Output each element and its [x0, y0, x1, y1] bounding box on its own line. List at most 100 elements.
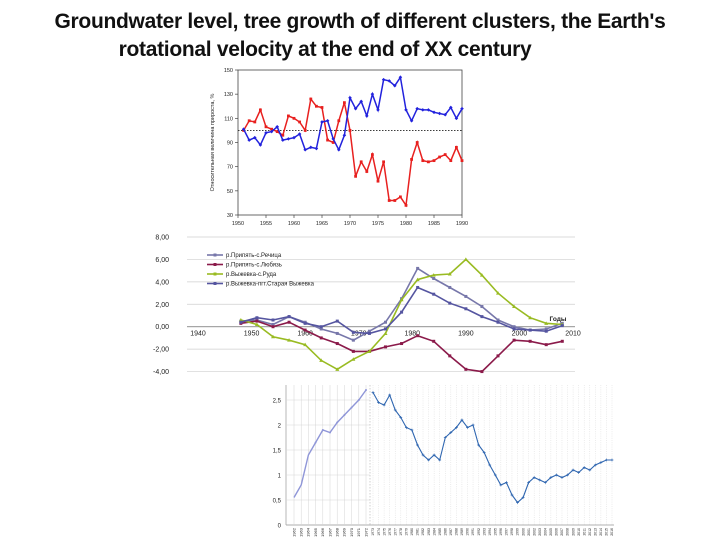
groundwater-series-2-point — [560, 339, 564, 343]
y-tick-label: 1,5 — [273, 449, 282, 455]
groundwater-series-4-point — [480, 315, 484, 319]
y-tick-label: 150 — [224, 68, 233, 74]
x-tick-label: 1990 — [466, 528, 470, 536]
groundwater-series-4-point — [351, 330, 355, 334]
x-tick-label: 1978 — [399, 528, 403, 536]
x-tick-label: 1979 — [405, 528, 409, 536]
red-growth-series-point — [270, 127, 273, 131]
groundwater-series-1-point — [448, 285, 452, 289]
x-tick-label: 1982 — [421, 528, 425, 536]
x-tick-label: 1962 — [291, 527, 296, 537]
groundwater-series-2-point — [271, 325, 275, 329]
x-tick-label: 1970 — [351, 331, 367, 338]
red-growth-series-point — [337, 119, 341, 123]
red-growth-series-point — [399, 195, 402, 199]
red-growth-series-point — [354, 174, 357, 178]
x-tick-label: 1970 — [349, 527, 354, 537]
rotation-late-point — [393, 408, 397, 412]
red-growth-series-point — [432, 159, 436, 163]
x-tick-label: 2012 — [588, 528, 592, 536]
x-tick-label: 1991 — [471, 528, 475, 536]
groundwater-series-2-point — [480, 370, 484, 374]
red-growth-series-point — [427, 160, 430, 164]
groundwater-series-1-point — [512, 325, 516, 329]
rotation-late-point — [466, 426, 469, 429]
x-tick-label: 1968 — [335, 527, 340, 537]
groundwater-series-4-point — [287, 315, 291, 319]
rotation-early-point — [329, 431, 331, 434]
groundwater-series-4-point — [560, 324, 564, 328]
y-tick-label: 130 — [224, 92, 233, 98]
blue-growth-series-point — [449, 105, 453, 110]
x-tick-label: 1940 — [190, 331, 206, 338]
red-growth-series-point — [259, 108, 262, 112]
y-tick-label: 2 — [278, 424, 282, 430]
groundwater-series-1-point — [416, 266, 420, 270]
groundwater-series-3-point — [479, 273, 484, 277]
red-growth-series-point — [359, 160, 363, 164]
blue-growth-series-point — [342, 133, 347, 138]
rotation-late-point — [416, 443, 419, 447]
blue-growth-series-point — [415, 106, 419, 111]
y-axis-label: Относительная величина прироста, % — [210, 94, 216, 192]
slide-title: Groundwater level, tree growth of differ… — [0, 8, 720, 64]
y-tick-label: 6,00 — [155, 257, 169, 264]
x-tick-label: 1985 — [428, 221, 440, 227]
rotation-chart-panel: 0 0,5 1 1,5 2 2,5 1962 1963 1964 1965 1966 1967 1968… — [262, 375, 622, 540]
x-tick-label: 2000 — [512, 331, 528, 338]
groundwater-series-3-point — [415, 277, 420, 282]
groundwater-series-3-point — [351, 357, 356, 361]
groundwater-series-2-point — [384, 345, 387, 349]
groundwater-series-4-point — [255, 316, 259, 320]
blue-growth-series-point — [348, 95, 352, 100]
x-tick-label: 1955 — [260, 221, 272, 227]
groundwater-series-2-point — [496, 354, 500, 358]
groundwater-series-1-legend-marker — [213, 253, 217, 257]
rotation-late-point — [404, 426, 408, 429]
rotation-early-point — [343, 414, 346, 416]
rotation-early-point — [365, 389, 367, 391]
x-tick-label: 2010 — [577, 528, 581, 536]
y-tick-label: 0,00 — [155, 324, 169, 331]
red-growth-series-point — [371, 153, 374, 156]
rotation-late-point — [499, 483, 503, 487]
rotation-late-point — [593, 463, 597, 467]
rotation-late-point — [555, 473, 558, 477]
groundwater-series-1-point — [464, 294, 468, 298]
red-growth-series-point — [303, 129, 307, 132]
groundwater-series-3-point — [319, 358, 324, 362]
red-growth-series-point — [387, 199, 391, 202]
groundwater-series-4-point — [544, 329, 548, 333]
groundwater-series-1-legend-label: р.Припять-с.Речица — [226, 253, 282, 259]
groundwater-series-4-point — [432, 292, 436, 296]
groundwater-series-2-point — [464, 367, 468, 371]
groundwater-series-2-point — [512, 338, 516, 342]
rotation-late-point — [582, 466, 586, 469]
blue-growth-series-point — [398, 75, 403, 80]
blue-growth-series-point — [370, 92, 375, 96]
growth-chart-panel: 30 50 70 90 110 130 150 1950 1955 1960 1965 1970 197… — [200, 62, 468, 240]
groundwater-series-4-legend-marker — [213, 282, 217, 285]
blue-growth-series-point — [387, 79, 391, 83]
red-growth-series-point — [438, 155, 441, 159]
groundwater-series-3-point — [335, 367, 340, 371]
red-growth-series-point — [326, 138, 329, 142]
groundwater-series-3-legend-marker — [213, 272, 217, 276]
red-growth-series-point — [292, 116, 296, 120]
red-growth-series-point — [365, 170, 369, 173]
blue-growth-series-point — [353, 106, 358, 111]
x-tick-label: 1997 — [505, 528, 509, 536]
rotation-late-point — [421, 453, 425, 457]
chart-background — [143, 228, 583, 378]
rotation-late-line — [372, 392, 612, 504]
red-growth-series-point — [343, 101, 346, 105]
x-tick-label: 1975 — [372, 221, 384, 227]
groundwater-series-3-point — [287, 338, 292, 342]
red-growth-series-point — [315, 104, 318, 108]
rotation-early-point — [321, 429, 324, 431]
rotation-late-point — [482, 451, 486, 454]
x-tick-label: 1965 — [313, 527, 318, 537]
y-tick-label: 110 — [224, 116, 233, 122]
red-growth-series-point — [455, 145, 458, 149]
x-tick-label: 2004 — [544, 528, 548, 536]
